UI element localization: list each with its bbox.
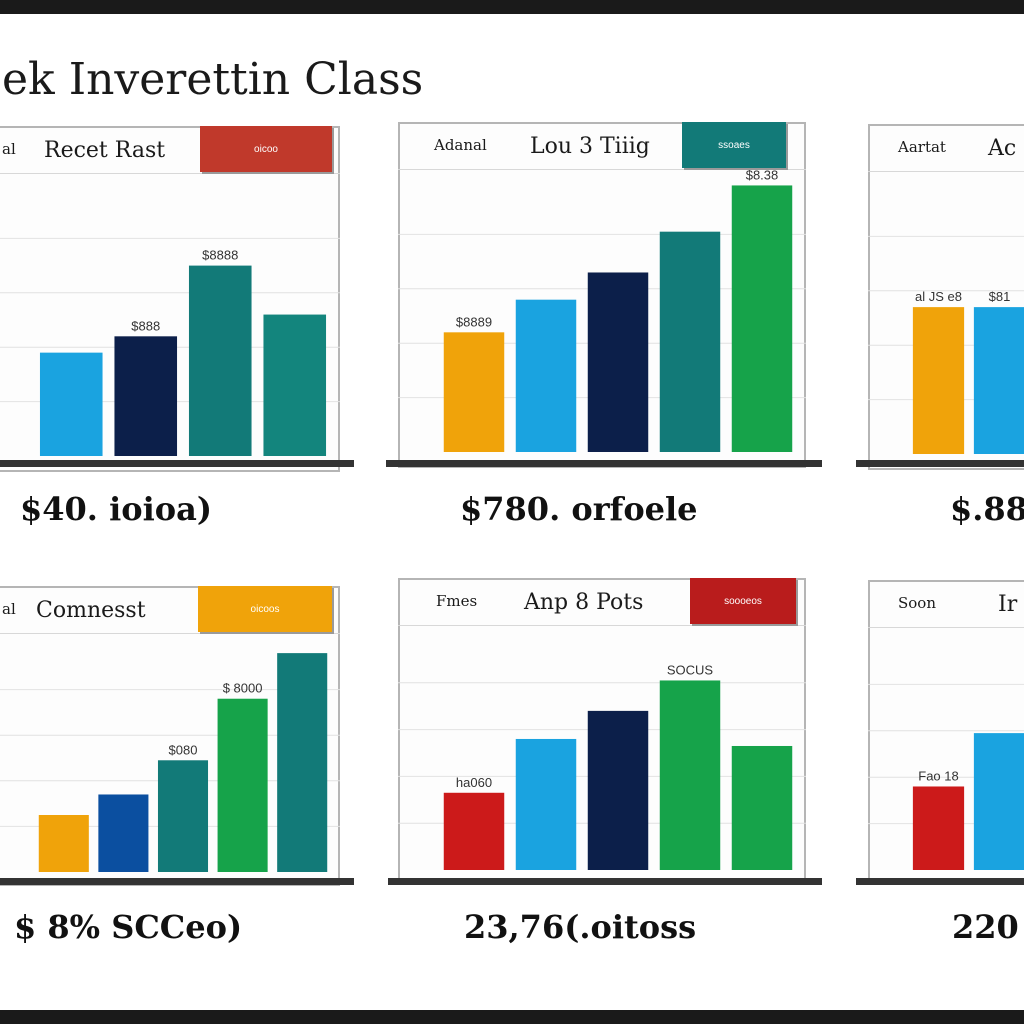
panel-base-6 — [856, 878, 1024, 885]
panel-total-1: $40. ioioa) — [20, 490, 212, 528]
panel-header-small: Adanal — [434, 136, 487, 154]
chart-panel-6: Soon Ir Fao 18 — [868, 580, 1024, 884]
panel-badge: ssoaes — [682, 122, 786, 168]
bar-value-label: $8889 — [456, 314, 492, 329]
bar-4 — [263, 314, 327, 456]
chart-panel-2: Adanal Lou 3 Tiiig ssoaes $8889 $8.38 — [398, 122, 806, 468]
bar-chart: $080 $ 8000 — [0, 653, 340, 872]
bar-1 — [912, 307, 965, 454]
panel-total-6: 220 — [952, 908, 1019, 946]
chart-panel-3: Aartat Ac al JS e8 $81 — [868, 124, 1024, 470]
bar-1 — [39, 352, 103, 456]
panel-header-title: Anp 8 Pots — [524, 590, 644, 615]
panel-header-title: Recet Rast — [44, 138, 166, 163]
panel-header: Aartat Ac — [868, 124, 1024, 172]
bar-2 — [98, 794, 149, 872]
panel-header-small: al — [2, 600, 16, 618]
panel-total-4: $ 8% SCCeo) — [14, 908, 243, 946]
panel-header-title: Ir — [998, 592, 1018, 617]
bar-value-label: $8888 — [202, 248, 238, 263]
panel-total-3: $.88 — [950, 490, 1024, 528]
bar-5 — [731, 745, 793, 870]
bar-3 — [157, 760, 209, 872]
panel-header-small: Fmes — [436, 592, 478, 610]
panel-base-5 — [388, 878, 822, 885]
panel-header: Soon Ir — [868, 580, 1024, 628]
bar-value-label: al JS e8 — [915, 289, 962, 304]
panel-header-small: Aartat — [898, 138, 946, 156]
bar-4 — [217, 698, 268, 872]
bar-3 — [587, 272, 649, 452]
bar-2 — [973, 733, 1024, 870]
panel-header-title: Ac — [988, 136, 1017, 161]
panel-header: al Comnesst oicoos — [0, 586, 340, 634]
bar-2 — [515, 738, 577, 870]
panel-header: Fmes Anp 8 Pots soooeos — [398, 578, 806, 626]
panel-total-5: 23,76(.oitoss — [464, 908, 697, 946]
page-title: ek Inverettin Class — [2, 54, 424, 105]
bar-2 — [114, 336, 178, 456]
chart-panel-5: Fmes Anp 8 Pots soooeos ha060 SOCUS — [398, 578, 806, 884]
panel-badge: oicoos — [198, 586, 332, 632]
panel-header-small: al — [2, 140, 16, 158]
bar-5 — [731, 185, 793, 452]
bar-3 — [188, 265, 252, 456]
bar-1 — [443, 332, 505, 452]
panel-total-2: $780. orfoele — [460, 490, 698, 528]
chart-panel-1: al Recet Rast oicoo $888 $8888 — [0, 126, 340, 472]
bar-3 — [587, 710, 649, 870]
panel-header: al Recet Rast oicoo — [0, 126, 340, 174]
dashboard-screen: ek Inverettin Class al Recet Rast oicoo … — [0, 14, 1024, 1010]
panel-base-4 — [0, 878, 354, 885]
bar-chart: Fao 18 — [868, 683, 1024, 870]
bar-5 — [277, 653, 328, 872]
bar-chart: ha060 SOCUS — [398, 662, 806, 870]
bar-value-label: ha060 — [456, 775, 492, 790]
bar-2 — [973, 307, 1024, 454]
bar-value-label: Fao 18 — [918, 768, 958, 783]
panel-badge: oicoo — [200, 126, 332, 172]
panel-badge: soooeos — [690, 578, 796, 624]
panel-base-3 — [856, 460, 1024, 467]
bar-value-label: $ 8000 — [223, 681, 263, 696]
panel-header-small: Soon — [898, 594, 936, 612]
bar-value-label: $888 — [131, 318, 160, 333]
bar-value-label: SOCUS — [667, 662, 714, 677]
bar-2 — [515, 299, 577, 452]
panel-base-2 — [386, 460, 822, 467]
bar-value-label: $8.38 — [746, 167, 779, 182]
bar-4 — [659, 680, 721, 870]
bar-1 — [38, 815, 89, 872]
bar-1 — [912, 786, 965, 870]
panel-header-title: Comnesst — [36, 598, 146, 623]
panel-base-1 — [0, 460, 354, 467]
panel-header: Adanal Lou 3 Tiiig ssoaes — [398, 122, 806, 170]
chart-panel-4: al Comnesst oicoos $080 $ 8000 — [0, 586, 340, 886]
bar-4 — [659, 231, 721, 452]
bar-value-label: $81 — [989, 289, 1011, 304]
bar-value-label: $080 — [169, 742, 198, 757]
bar-chart: al JS e8 $81 — [868, 235, 1024, 454]
bar-chart: $888 $8888 — [0, 237, 340, 456]
bar-chart: $8889 $8.38 — [398, 167, 806, 452]
bar-1 — [443, 792, 505, 870]
panel-header-title: Lou 3 Tiiig — [530, 134, 650, 159]
